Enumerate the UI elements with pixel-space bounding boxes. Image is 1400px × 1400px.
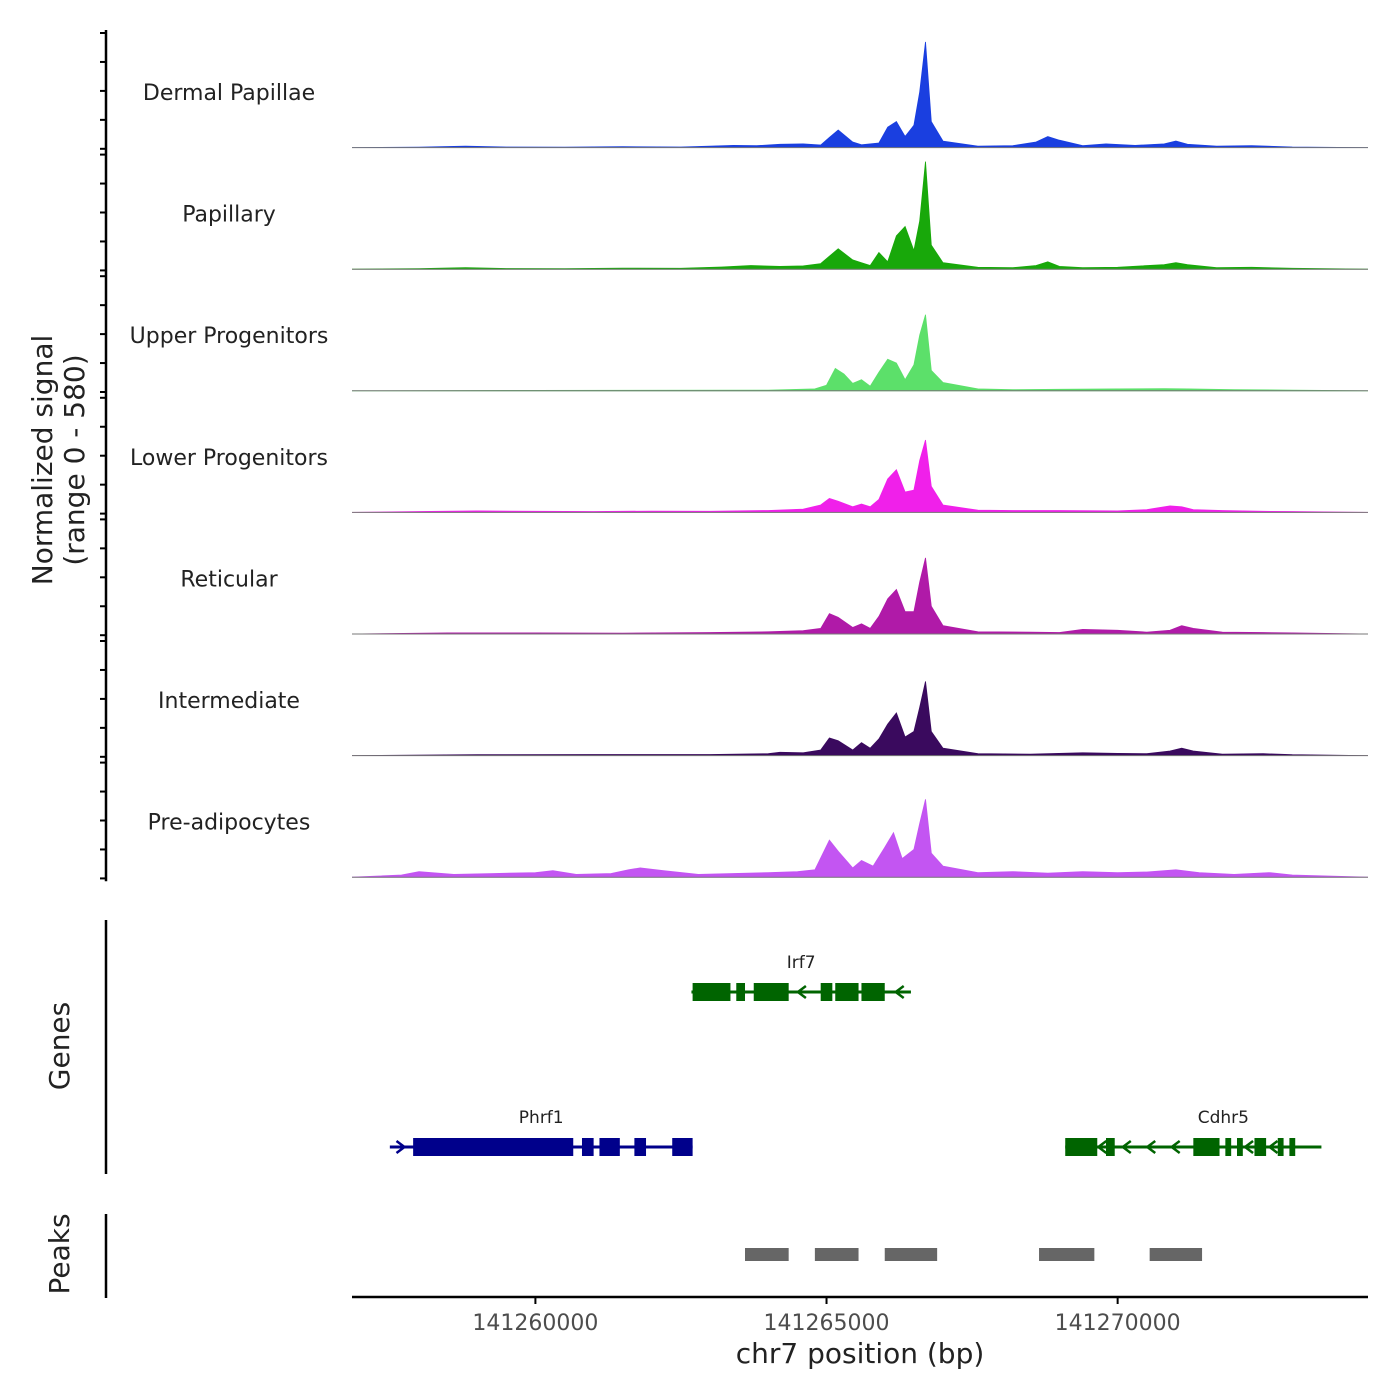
track-label: Papillary — [182, 203, 276, 228]
exon-block — [861, 983, 885, 1001]
gene-irf7: Irf7 — [691, 953, 911, 1001]
x-tick-label: 141265000 — [764, 1311, 890, 1336]
gene-phrf1: Phrf1 — [389, 1108, 693, 1156]
exon-block — [634, 1138, 647, 1156]
strand-arrow — [1169, 1140, 1181, 1154]
genes-layer: Irf7 Phrf1 Cdhr5 — [104, 920, 1322, 1174]
exon-block — [692, 983, 731, 1001]
exon-block — [1236, 1138, 1243, 1156]
exon-block — [1225, 1138, 1232, 1156]
genes-panel-title: Genes — [43, 1002, 76, 1090]
strand-arrow — [1145, 1140, 1156, 1154]
exon-block — [835, 983, 859, 1001]
coverage-area — [351, 41, 1369, 148]
gene-name-label: Irf7 — [787, 953, 816, 973]
strand-arrow — [893, 985, 905, 999]
x-axis-title: chr7 position (bp) — [736, 1337, 985, 1370]
coverage-area — [351, 799, 1369, 878]
strand-arrow — [1242, 1140, 1254, 1154]
exon-block — [1065, 1138, 1098, 1156]
track-label: Reticular — [180, 567, 278, 592]
exon-block — [1289, 1138, 1296, 1156]
y-axis-title-line-2: (range 0 - 580) — [58, 354, 91, 565]
track-label: Pre-adipocytes — [148, 811, 311, 836]
track-upper-progenitors: Upper Progenitors — [100, 275, 1369, 394]
x-axis: 141260000 141265000 141270000 — [352, 1295, 1368, 1336]
coverage-area — [351, 681, 1369, 756]
exon-block — [672, 1138, 693, 1156]
exon-block — [581, 1138, 594, 1156]
track-reticular: Reticular — [100, 518, 1369, 637]
exon-block — [820, 983, 833, 1001]
coverage-area — [351, 439, 1369, 513]
gene-name-label: Phrf1 — [519, 1108, 564, 1128]
exon-block — [736, 983, 746, 1001]
track-lower-progenitors: Lower Progenitors — [100, 396, 1369, 515]
track-label: Upper Progenitors — [130, 324, 329, 349]
gene-name-label: Cdhr5 — [1198, 1108, 1249, 1128]
strand-arrow — [1267, 1140, 1279, 1154]
coverage-area — [351, 557, 1369, 635]
strand-arrow — [1120, 1140, 1132, 1154]
peaks-panel-title: Peaks — [43, 1213, 76, 1294]
y-axis-title-line-1: Normalized signal — [26, 335, 59, 586]
strand-arrow — [795, 985, 807, 999]
x-tick-label: 141260000 — [472, 1311, 598, 1336]
peak-block — [814, 1248, 859, 1261]
peak-block — [1149, 1248, 1203, 1261]
coverage-area — [351, 314, 1369, 392]
peaks-layer — [104, 1214, 1203, 1298]
peak-block — [745, 1248, 789, 1261]
exon-block — [599, 1138, 620, 1156]
track-label: Intermediate — [158, 689, 300, 714]
exon-block — [413, 1138, 574, 1156]
x-tick-label: 141270000 — [1055, 1311, 1181, 1336]
exon-block — [753, 983, 789, 1001]
exon-block — [1105, 1138, 1115, 1156]
track-dermal-papillae: Dermal Papillae — [100, 32, 1369, 150]
exon-block — [1277, 1138, 1284, 1156]
track-label: Lower Progenitors — [130, 446, 328, 471]
tracks-layer: Dermal Papillae Papillary Upper Progenitor… — [100, 30, 1369, 882]
coverage-area — [351, 161, 1369, 270]
gene-cdhr5: Cdhr5 — [1065, 1108, 1322, 1156]
track-papillary: Papillary — [100, 153, 1369, 272]
peak-block — [884, 1248, 938, 1261]
exon-block — [1254, 1138, 1267, 1156]
strand-arrow — [1096, 1140, 1108, 1154]
track-pre-adipocytes: Pre-adipocytes — [100, 761, 1369, 880]
exon-block — [1193, 1138, 1220, 1156]
track-intermediate: Intermediate — [100, 640, 1369, 758]
strand-arrow — [395, 1140, 407, 1154]
track-label: Dermal Papillae — [143, 81, 315, 106]
peak-block — [1039, 1248, 1095, 1261]
